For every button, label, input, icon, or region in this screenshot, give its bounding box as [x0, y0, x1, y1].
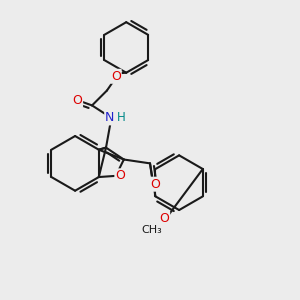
Text: CH₃: CH₃	[141, 225, 162, 235]
Text: N: N	[105, 111, 115, 124]
Text: O: O	[115, 169, 125, 182]
Text: O: O	[72, 94, 82, 106]
Text: O: O	[150, 178, 160, 191]
Text: H: H	[116, 111, 125, 124]
Text: O: O	[111, 70, 121, 83]
Text: O: O	[159, 212, 169, 225]
